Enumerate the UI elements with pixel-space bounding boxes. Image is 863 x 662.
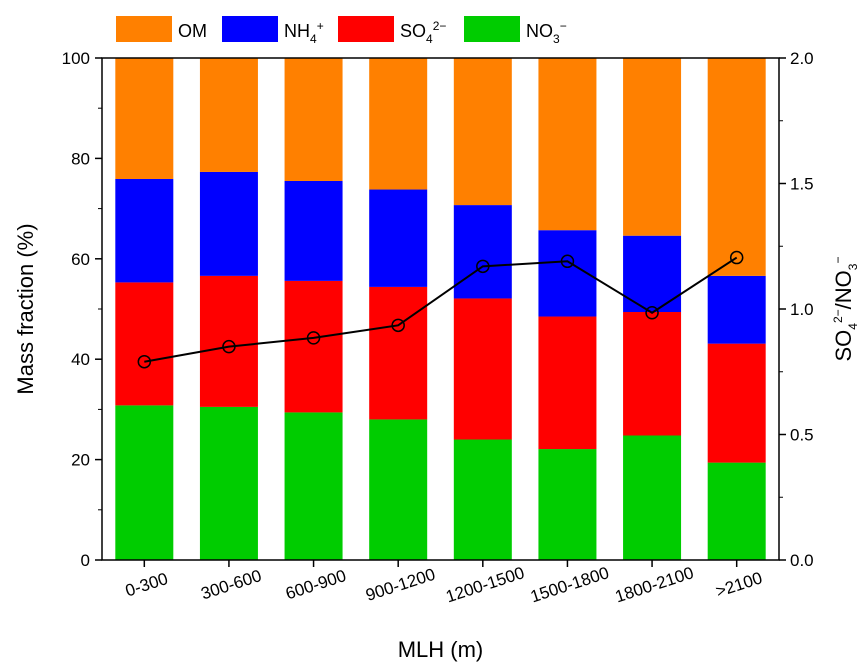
bar-segment: [453, 298, 512, 440]
legend-superscript: +: [317, 19, 324, 33]
x-tick-label: 1200-1500: [444, 563, 527, 606]
y-right-tick-label: 1.0: [790, 300, 814, 319]
y-right-axis-title: SO42−/NO3−: [831, 257, 860, 362]
bar-segment: [115, 282, 174, 406]
legend-superscript: 2−: [433, 19, 447, 33]
bar-segment: [369, 419, 428, 560]
bar-segment: [199, 171, 258, 276]
ratio-point: [137, 354, 152, 369]
ratio-point: [645, 306, 659, 320]
bar-segment: [284, 58, 343, 181]
bar-segment: [115, 405, 174, 560]
ratio-line-path: [144, 256, 738, 363]
bar-segment: [538, 449, 597, 560]
legend-text: NO: [526, 21, 553, 41]
bar-segment: [538, 316, 597, 450]
y-tick-label: 0: [81, 551, 90, 570]
ratio-point: [560, 254, 575, 269]
x-axis-title: MLH (m): [398, 637, 484, 662]
x-tick-label: >2100: [713, 568, 764, 601]
title-subscript: 4: [846, 323, 860, 330]
legend-swatch: [338, 16, 394, 42]
title-part: SO: [831, 330, 856, 362]
legend-text: NH: [284, 21, 310, 41]
bar-segment: [199, 406, 258, 560]
y-tick-label: 80: [71, 149, 90, 168]
ratio-line: [137, 250, 744, 369]
ratio-point: [476, 259, 490, 274]
bar-segment: [623, 58, 682, 236]
bar-segment: [284, 280, 343, 413]
y-tick-label: 60: [71, 250, 90, 269]
legend-subscript: 3: [553, 32, 560, 46]
title-superscript: −: [831, 257, 845, 264]
x-tick-label: 300-600: [199, 566, 264, 603]
ratio-point: [391, 318, 405, 333]
bar-segment: [623, 312, 682, 436]
legend-label: NH4+: [284, 19, 324, 46]
bar-segment: [707, 462, 766, 560]
stacked-bars: [115, 58, 766, 560]
y-tick-label: 40: [71, 350, 90, 369]
x-tick-label: 1500-1800: [528, 563, 611, 606]
y-tick-label: 100: [62, 49, 90, 68]
legend-label: NO3−: [526, 19, 567, 46]
bar-segment: [369, 189, 428, 287]
y-right-tick-label: 0.0: [790, 551, 814, 570]
x-tick-label: 900-1200: [363, 565, 437, 605]
bar-segment: [284, 180, 343, 281]
legend-swatch: [116, 16, 172, 42]
axes: 0 20 40 60 80 100 0.0 0.5 1.0 1.5 2.0 0-300 300-600 6…: [62, 49, 814, 606]
bar-segment: [284, 412, 343, 560]
legend-subscript: 4: [426, 32, 433, 46]
y-axis-title: Mass fraction (%): [13, 223, 38, 394]
y-right-tick-label: 2.0: [790, 49, 814, 68]
bar-segment: [369, 286, 428, 420]
legend-subscript: 4: [310, 32, 317, 46]
bar-segment: [707, 58, 766, 276]
legend: OM NH4+ SO42− NO3−: [116, 16, 567, 46]
legend-text: OM: [178, 21, 207, 41]
bar-segment: [623, 435, 682, 560]
legend-label: SO42−: [400, 19, 446, 46]
title-superscript: 2−: [831, 309, 845, 323]
bar-segment: [707, 343, 766, 463]
bar-segment: [453, 58, 512, 206]
x-tick-label: 0-300: [123, 569, 170, 601]
axis-labels: MLH (m) Mass fraction (%) SO42−/NO3−: [13, 223, 860, 662]
y-right-tick-label: 0.5: [790, 426, 814, 445]
ratio-point: [306, 331, 321, 345]
legend-text: SO: [400, 21, 426, 41]
legend-superscript: −: [560, 19, 567, 33]
x-tick-label: 600-900: [283, 566, 348, 603]
legend-swatch: [222, 16, 278, 42]
x-tick-label: 1800-2100: [613, 563, 696, 606]
y-right-tick-label: 1.5: [790, 175, 814, 194]
bar-segment: [115, 58, 174, 179]
bar-segment: [453, 439, 512, 560]
bar-segment: [453, 205, 512, 299]
title-part: /NO: [831, 270, 856, 309]
y-tick-label: 20: [71, 451, 90, 470]
legend-label: OM: [178, 21, 207, 41]
ratio-point: [729, 250, 744, 265]
bar-segment: [199, 58, 258, 172]
legend-swatch: [464, 16, 520, 42]
title-subscript: 3: [846, 263, 860, 270]
bar-segment: [538, 58, 597, 231]
bar-segment: [707, 275, 766, 344]
bar-segment: [369, 58, 428, 190]
ratio-point: [222, 339, 236, 354]
bar-segment: [115, 178, 174, 283]
